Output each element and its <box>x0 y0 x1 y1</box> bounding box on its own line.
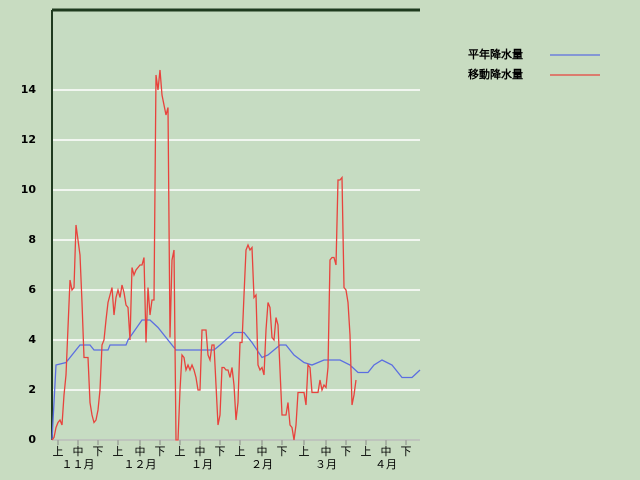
x-tick-label: 上 <box>361 445 372 458</box>
y-tick-label: 14 <box>21 83 37 96</box>
y-tick-label: 2 <box>28 383 36 396</box>
month-label: ２月 <box>251 458 273 471</box>
y-tick-label: 12 <box>21 133 36 146</box>
x-tick-label: 下 <box>155 445 166 458</box>
y-tick-label: 0 <box>28 433 36 446</box>
x-tick-label: 上 <box>235 445 246 458</box>
x-tick-label: 中 <box>257 445 268 458</box>
month-label: ３月 <box>315 458 337 471</box>
x-tick-label: 下 <box>93 445 104 458</box>
month-label: １月 <box>191 458 213 471</box>
plot-background <box>52 10 420 440</box>
legend-label: 移動降水量 <box>468 67 523 81</box>
x-tick-label: 下 <box>401 445 412 458</box>
month-label: １２月 <box>124 458 157 471</box>
legend-label: 平年降水量 <box>468 47 523 61</box>
month-label: １１月 <box>62 458 95 471</box>
y-tick-label: 8 <box>28 233 36 246</box>
y-tick-label: 6 <box>28 283 36 296</box>
x-tick-label: 上 <box>299 445 310 458</box>
x-tick-label: 下 <box>341 445 352 458</box>
series-line <box>51 319 421 441</box>
month-label: ４月 <box>375 458 397 471</box>
y-tick-label: 4 <box>28 333 36 346</box>
x-tick-label: 中 <box>321 445 332 458</box>
y-tick-label: 10 <box>21 183 37 196</box>
x-tick-label: 中 <box>73 445 84 458</box>
x-tick-label: 中 <box>381 445 392 458</box>
x-tick-label: 中 <box>195 445 206 458</box>
x-tick-label: 下 <box>277 445 288 458</box>
x-tick-label: 上 <box>175 445 186 458</box>
x-tick-label: 上 <box>53 445 64 458</box>
x-tick-label: 中 <box>135 445 146 458</box>
x-tick-label: 上 <box>113 445 124 458</box>
x-tick-label: 下 <box>215 445 226 458</box>
series-line <box>51 69 357 441</box>
